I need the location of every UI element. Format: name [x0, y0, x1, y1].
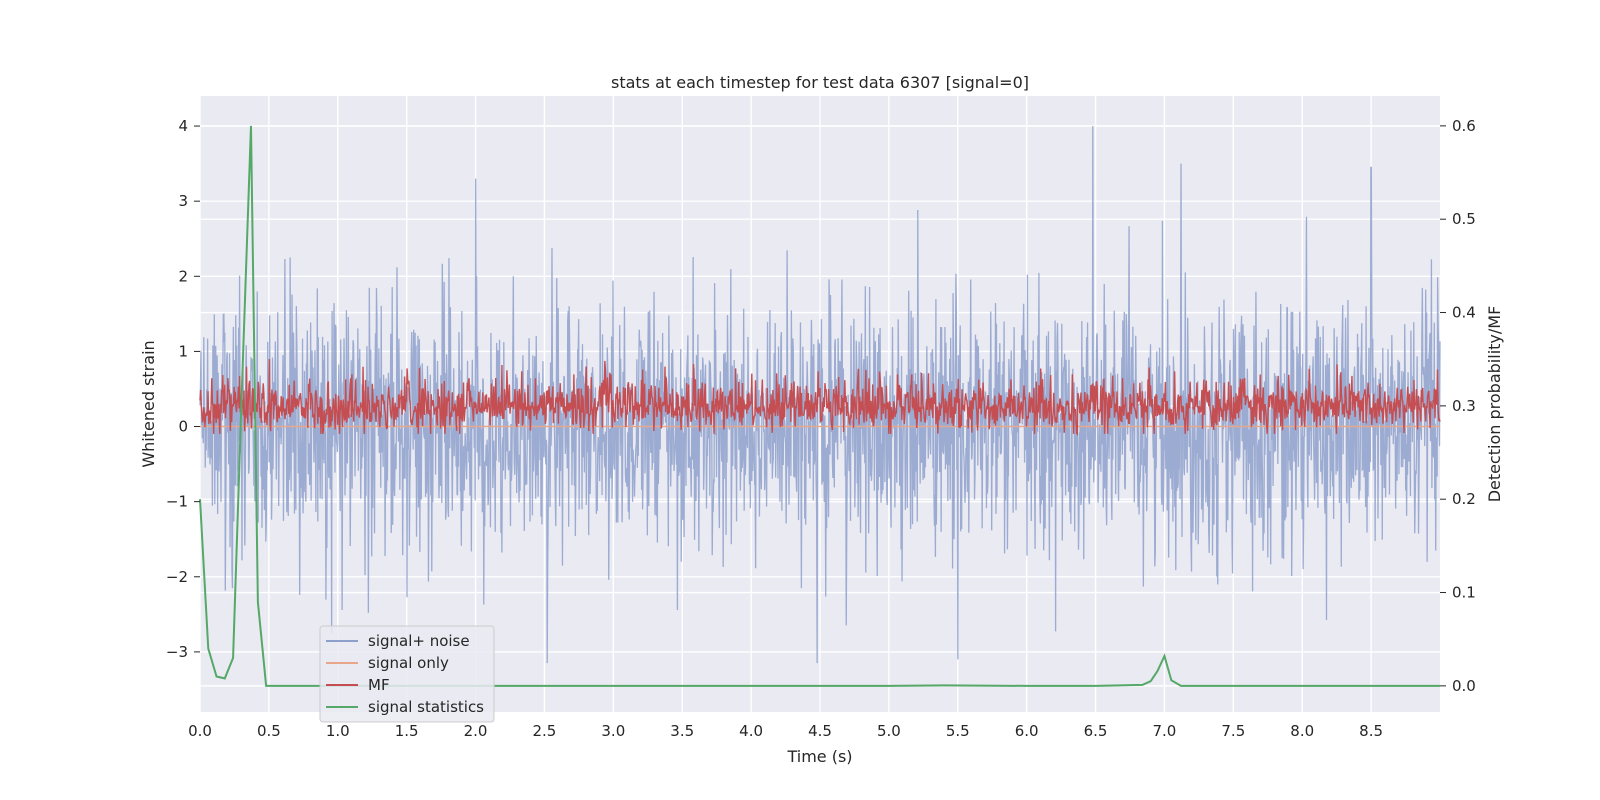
y-right-tick-label: 0.1 — [1452, 584, 1476, 602]
y-left-tick-label: 0 — [178, 418, 188, 436]
x-tick-label: 4.5 — [808, 722, 832, 740]
x-tick-label: 4.0 — [739, 722, 763, 740]
y-right-tick-label: 0.4 — [1452, 304, 1476, 322]
x-tick-label: 1.0 — [326, 722, 350, 740]
x-tick-label: 7.5 — [1221, 722, 1245, 740]
y-right-tick-label: 0.6 — [1452, 117, 1476, 135]
y-axis-right-label: Detection probability/MF — [1485, 306, 1504, 503]
x-tick-label: 1.5 — [395, 722, 419, 740]
series-mf — [199, 359, 1441, 436]
x-tick-label: 0.5 — [257, 722, 281, 740]
y-left-tick-label: −1 — [166, 493, 188, 511]
series-signal-noise — [199, 126, 1441, 664]
y-axis-left-label: Whitened strain — [139, 340, 158, 467]
x-tick-label: 8.5 — [1359, 722, 1383, 740]
y-left-tick-label: 2 — [178, 267, 188, 285]
x-tick-label: 2.5 — [533, 722, 557, 740]
y-left-tick-label: 1 — [178, 342, 188, 360]
legend-box — [319, 625, 495, 723]
y-right-tick-label: 0.0 — [1452, 677, 1476, 695]
axes-layer: 0.0 0.5 1.0 1.5 2.0 2.5 3.0 3.5 4.0 4.5 5.0 5.5 6.0 6… — [166, 117, 1476, 740]
y-right-tick-label: 0.3 — [1452, 397, 1476, 415]
chart-title: stats at each timestep for test data 630… — [611, 73, 1029, 92]
x-tick-label: 0.0 — [188, 722, 212, 740]
series-layer — [199, 125, 1441, 687]
y-right-tick-label: 0.2 — [1452, 490, 1476, 508]
legend-label: MF — [368, 676, 390, 694]
legend-label: signal+ noise — [368, 632, 470, 650]
x-tick-label: 5.0 — [877, 722, 901, 740]
x-tick-label: 6.0 — [1015, 722, 1039, 740]
y-left-tick-label: 4 — [178, 117, 188, 135]
legend: signal+ noise signal only MF signal statist… — [319, 625, 495, 723]
x-tick-label: 8.0 — [1290, 722, 1314, 740]
y-left-tick-label: −2 — [166, 568, 188, 586]
x-tick-label: 6.5 — [1084, 722, 1108, 740]
x-tick-label: 7.0 — [1153, 722, 1177, 740]
y-right-tick-label: 0.5 — [1452, 210, 1476, 228]
x-tick-label: 3.5 — [670, 722, 694, 740]
y-left-tick-label: 3 — [178, 192, 188, 210]
series-signal-statistics — [199, 125, 1440, 687]
x-tick-label: 2.0 — [464, 722, 488, 740]
x-axis-label: Time (s) — [786, 747, 852, 766]
legend-label: signal statistics — [368, 698, 484, 716]
legend-label: signal only — [368, 654, 449, 672]
x-tick-label: 5.5 — [946, 722, 970, 740]
y-left-tick-label: −3 — [166, 643, 188, 661]
x-tick-label: 3.0 — [601, 722, 625, 740]
